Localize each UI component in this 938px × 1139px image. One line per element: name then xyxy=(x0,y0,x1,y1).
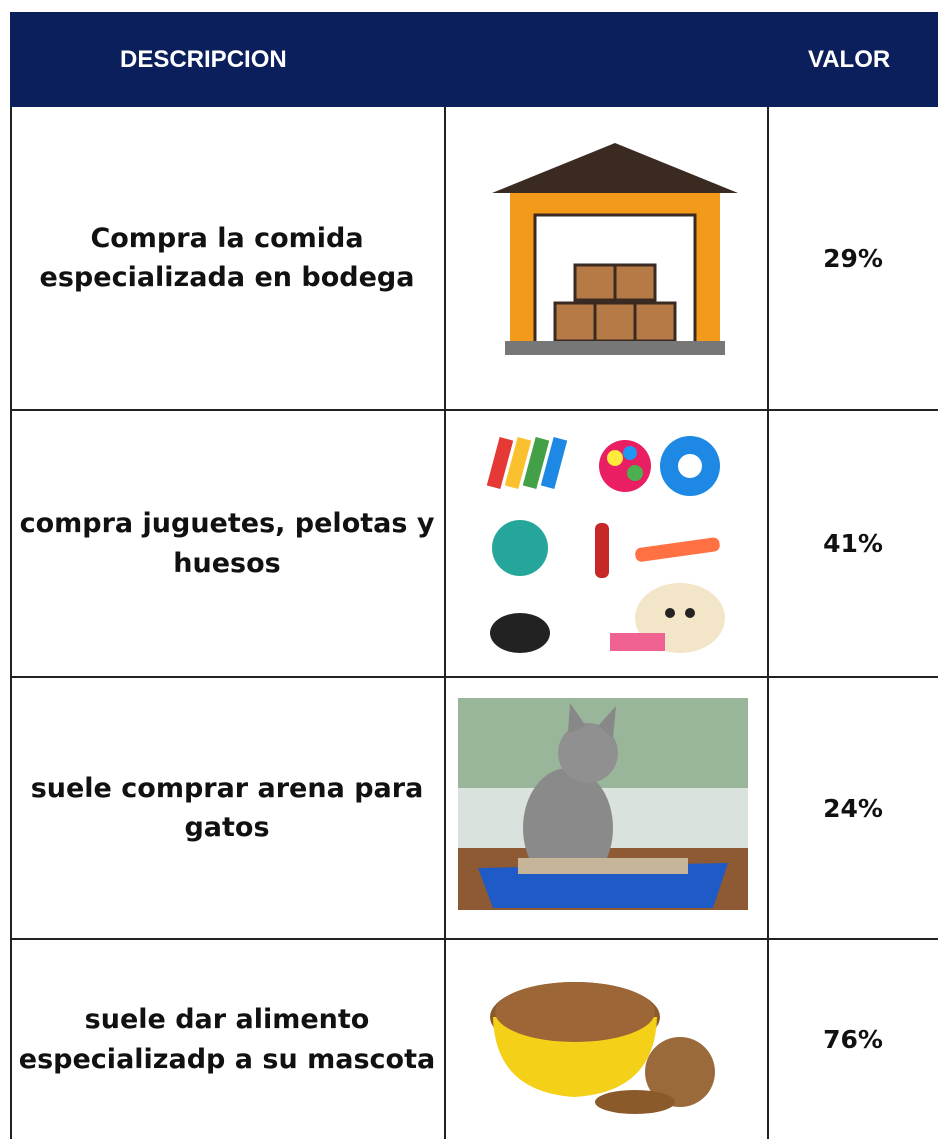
value: 29% xyxy=(768,107,938,409)
description: suele dar alimento especializadp a su ma… xyxy=(10,940,444,1139)
value: 41% xyxy=(768,411,938,676)
table-row: Compra la comida especializada en bodega… xyxy=(10,107,938,411)
warehouse-image xyxy=(480,135,750,370)
table-row: compra juguetes, pelotas y huesos 41% xyxy=(10,411,938,678)
table-row: suele dar alimento especializadp a su ma… xyxy=(10,940,938,1139)
description: Compra la comida especializada en bodega xyxy=(10,107,444,409)
header-value: VALOR xyxy=(808,46,890,74)
value: 76% xyxy=(768,940,938,1139)
description: suele comprar arena para gatos xyxy=(10,678,444,938)
toys-image xyxy=(485,428,730,660)
value: 24% xyxy=(768,678,938,938)
cat-image xyxy=(458,698,748,910)
description: compra juguetes, pelotas y huesos xyxy=(10,411,444,676)
page: DESCRIPCION VALOR Compra la comida espec… xyxy=(0,0,938,1139)
pet-food-image xyxy=(485,962,720,1117)
header-description: DESCRIPCION xyxy=(120,46,287,74)
